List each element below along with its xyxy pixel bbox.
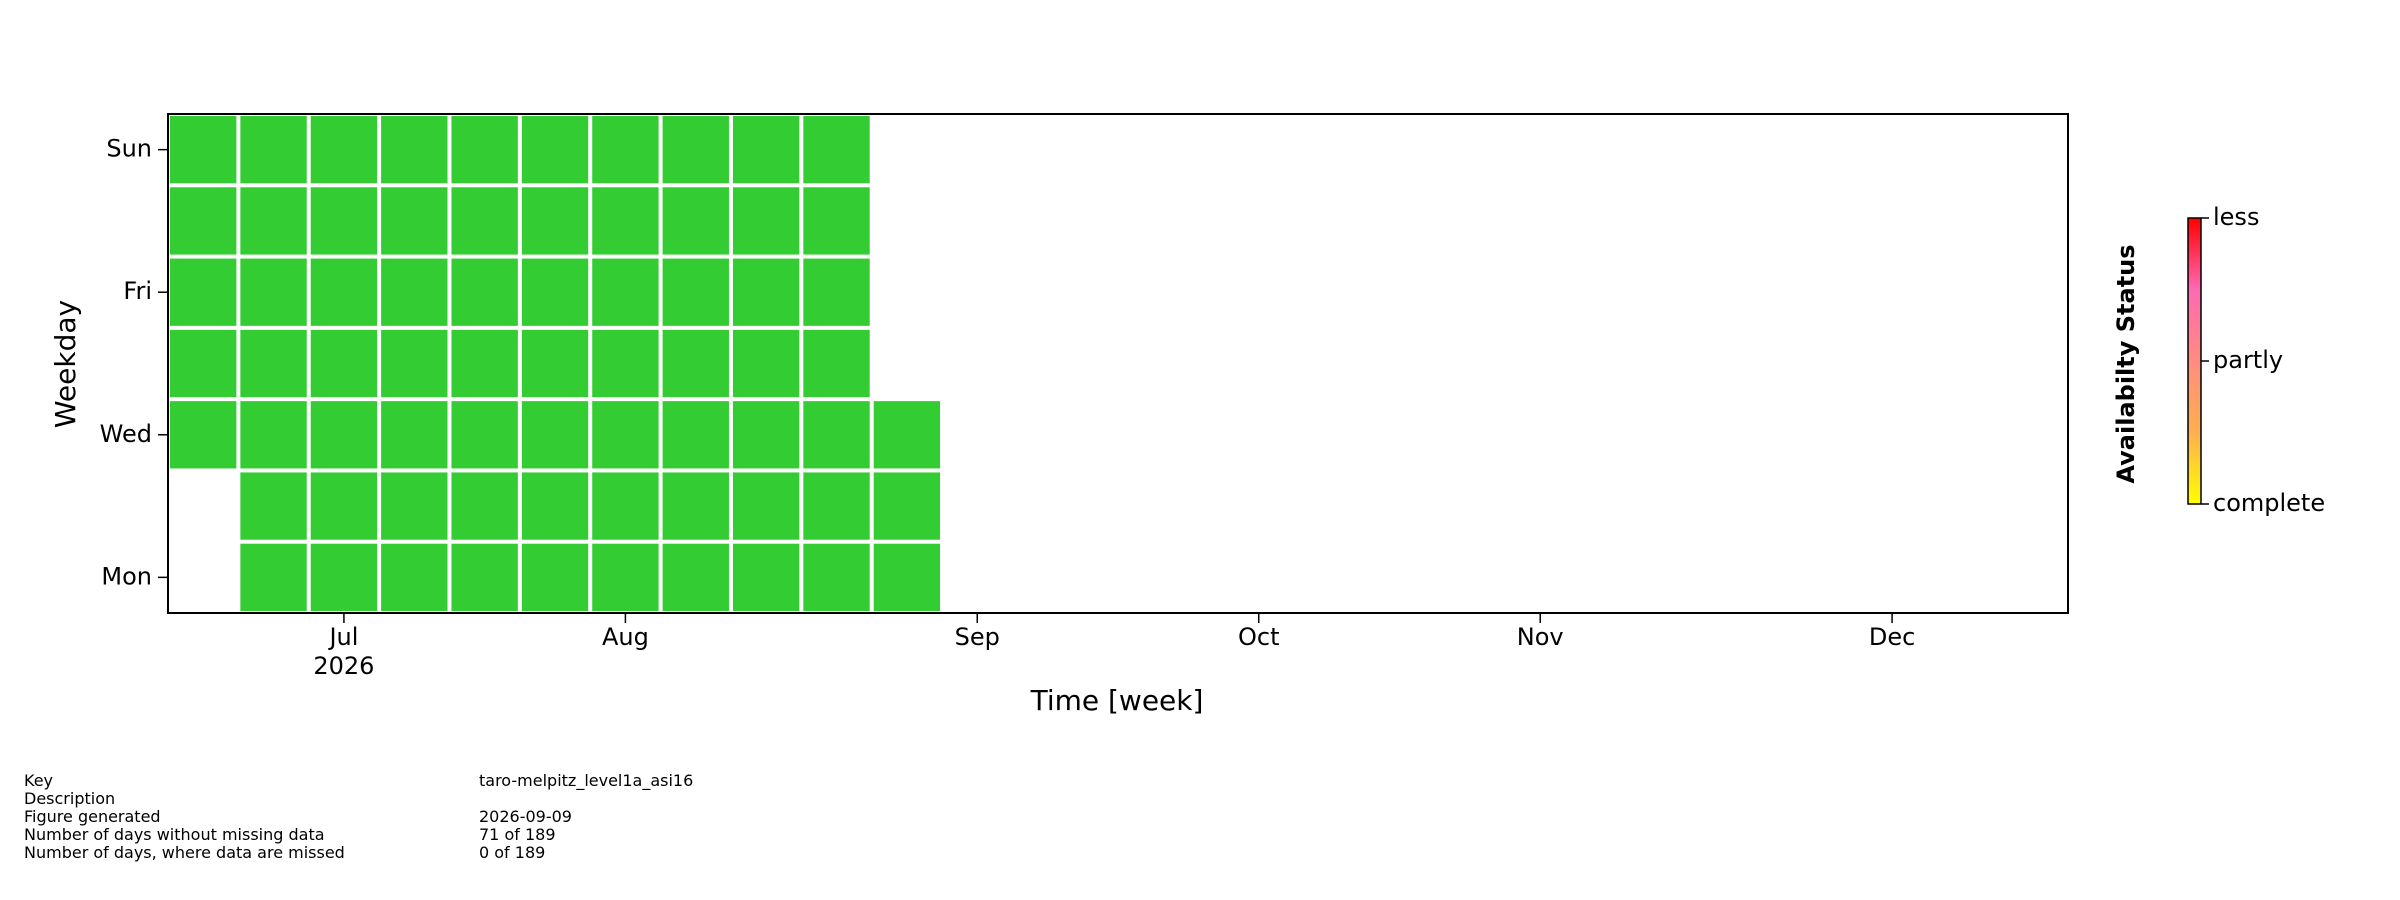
day-cell <box>381 543 448 611</box>
day-cell <box>662 472 729 540</box>
x-tick-label: Sep <box>955 623 1000 651</box>
day-cell <box>662 329 729 398</box>
colorbar-tick-label: complete <box>2213 489 2325 517</box>
y-tick-label: Fri <box>123 277 152 305</box>
day-cell <box>451 187 518 255</box>
day-cell <box>451 472 518 540</box>
day-cell <box>521 543 589 611</box>
footer-value: 2026-09-09 <box>479 807 572 826</box>
day-cell <box>381 472 448 540</box>
day-cell <box>662 116 729 184</box>
day-cell <box>451 401 518 469</box>
day-cell <box>732 329 800 398</box>
day-cell <box>381 116 448 184</box>
day-cell <box>451 116 518 184</box>
day-cell <box>521 187 589 255</box>
day-cell <box>732 258 800 326</box>
day-cell <box>521 329 589 398</box>
day-cell <box>592 472 659 540</box>
day-cell <box>521 472 589 540</box>
footer-key: Figure generated <box>24 807 161 826</box>
day-cell <box>310 472 378 540</box>
footer-key: Number of days without missing data <box>24 825 325 844</box>
day-cell <box>240 472 307 540</box>
day-cell <box>381 258 448 326</box>
footer-key: Number of days, where data are missed <box>24 843 345 862</box>
day-cell <box>521 401 589 469</box>
x-tick-label: Aug <box>602 623 649 651</box>
day-cell <box>592 543 659 611</box>
colorbar-tick-label: partly <box>2213 346 2283 374</box>
day-cell <box>310 401 378 469</box>
day-cell <box>310 543 378 611</box>
day-cell <box>451 258 518 326</box>
footer-key: Description <box>24 789 115 808</box>
day-cell <box>381 401 448 469</box>
day-cell <box>662 258 729 326</box>
day-cell <box>592 116 659 184</box>
day-cell <box>662 187 729 255</box>
day-cell <box>240 329 307 398</box>
day-cell <box>803 258 870 326</box>
day-cell <box>170 329 237 398</box>
day-cell <box>240 258 307 326</box>
day-cell <box>803 329 870 398</box>
day-cell <box>170 401 237 469</box>
day-cell <box>381 329 448 398</box>
day-cell <box>521 258 589 326</box>
day-cell <box>803 116 870 184</box>
day-cell <box>873 472 941 540</box>
x-tick-label: Dec <box>1869 623 1915 651</box>
footer-value: taro-melpitz_level1a_asi16 <box>479 771 693 791</box>
day-cell <box>662 401 729 469</box>
x-tick-label: Jul 2026 <box>313 623 374 680</box>
day-cell <box>240 187 307 255</box>
day-cell <box>170 116 237 184</box>
day-cell <box>732 187 800 255</box>
day-cell <box>310 116 378 184</box>
colorbar <box>2187 217 2202 505</box>
day-cell <box>240 543 307 611</box>
day-cell <box>732 543 800 611</box>
x-tick-label: Nov <box>1517 623 1564 651</box>
footer-key: Key <box>24 771 53 790</box>
axes-frame <box>167 113 2069 614</box>
day-cell <box>803 472 870 540</box>
day-cell <box>381 187 448 255</box>
day-cell <box>873 543 941 611</box>
colorbar-title: Availabilty Status <box>2112 244 2140 483</box>
day-cell <box>592 329 659 398</box>
day-cell <box>803 401 870 469</box>
day-cell <box>803 543 870 611</box>
day-cell <box>521 116 589 184</box>
day-cell <box>240 401 307 469</box>
footer-value: 71 of 189 <box>479 825 556 844</box>
day-cell <box>873 401 941 469</box>
day-cell <box>451 329 518 398</box>
day-cell <box>662 543 729 611</box>
day-cell <box>240 116 307 184</box>
x-tick-label: Oct <box>1238 623 1280 651</box>
x-axis-title: Time [week] <box>1030 684 1204 717</box>
colorbar-tick-label: less <box>2213 203 2259 231</box>
day-cell <box>592 187 659 255</box>
day-cell <box>170 187 237 255</box>
day-cell <box>732 472 800 540</box>
day-cell <box>310 258 378 326</box>
day-cell <box>310 329 378 398</box>
day-cell <box>803 187 870 255</box>
day-cell <box>310 187 378 255</box>
day-cell <box>732 401 800 469</box>
day-cell <box>732 116 800 184</box>
day-cell <box>170 258 237 326</box>
y-tick-label: Mon <box>101 562 152 590</box>
footer-value: 0 of 189 <box>479 843 545 862</box>
day-cell <box>451 543 518 611</box>
y-tick-label: Wed <box>100 420 152 448</box>
y-tick-label: Sun <box>106 135 152 163</box>
day-cell <box>592 258 659 326</box>
y-axis-title: Weekday <box>49 300 82 428</box>
day-cell <box>592 401 659 469</box>
